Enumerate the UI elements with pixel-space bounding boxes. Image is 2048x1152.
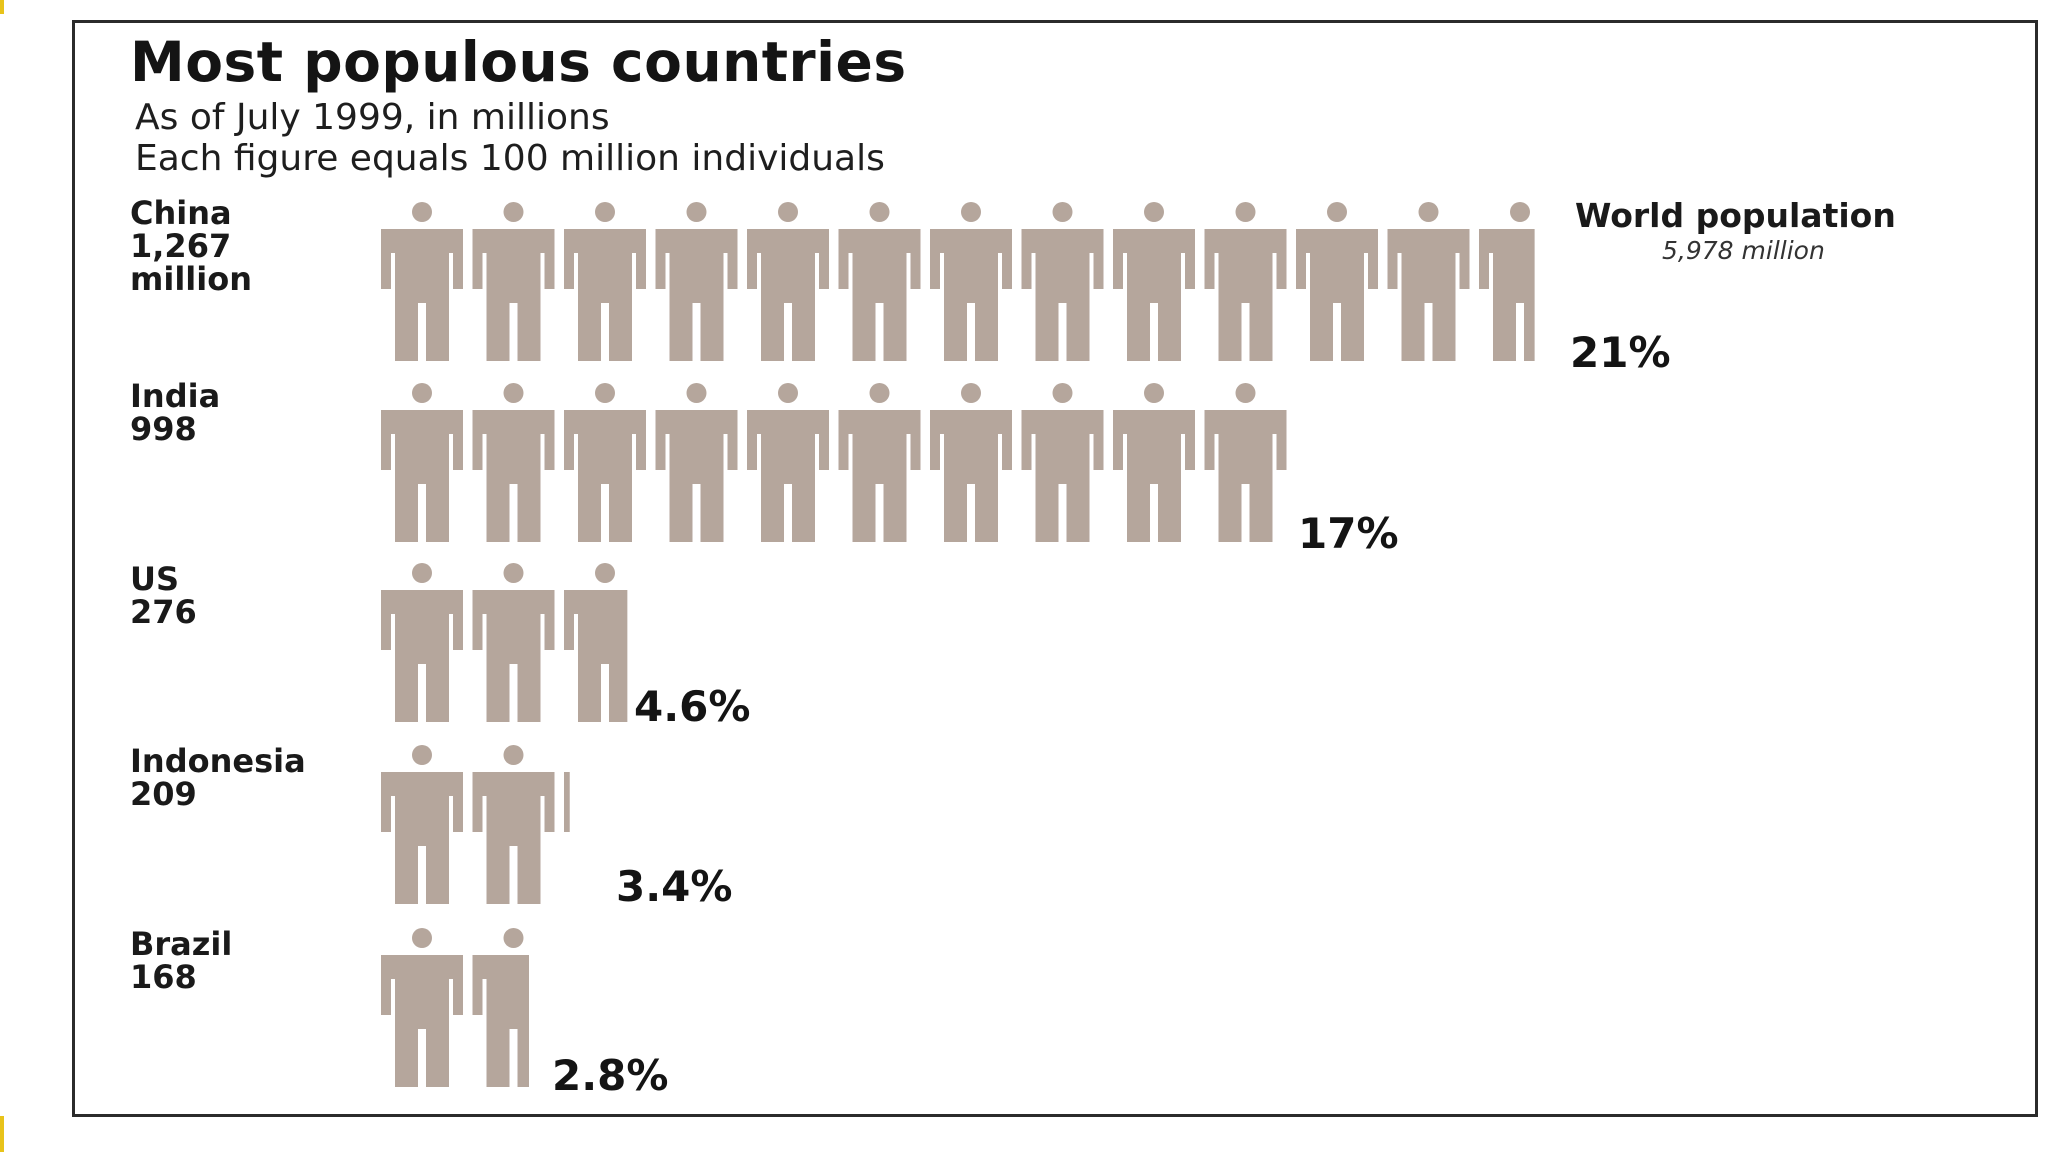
person-figure-india-5 [747, 383, 829, 542]
edge-mark-bottom [0, 1116, 4, 1152]
person-figure-us-2 [472, 563, 555, 722]
country-name: China [130, 194, 232, 232]
country-value: 998 [130, 410, 197, 448]
person-figure-china-4 [655, 202, 738, 361]
person-figure-china-3 [564, 202, 646, 361]
person-figure-china-7 [930, 202, 1012, 361]
person-figure-india-7 [930, 383, 1012, 542]
percent-label-china: 21% [1570, 328, 1671, 377]
person-figure-china-10 [1204, 202, 1287, 361]
person-figure-india-1 [381, 383, 463, 542]
person-figure-indonesia-1 [381, 745, 463, 904]
country-name: India [130, 377, 221, 415]
percent-label-indonesia: 3.4% [616, 862, 733, 911]
world-population-label: World population [1575, 196, 1896, 235]
percent-label-brazil: 2.8% [552, 1051, 669, 1100]
person-figure-china-6 [838, 202, 921, 361]
country-unit: million [130, 260, 252, 298]
person-figure-india-8 [1021, 383, 1104, 542]
row-label-indonesia: Indonesia 209 [130, 745, 306, 811]
person-figure-china-5 [747, 202, 829, 361]
person-figure-china-8 [1021, 202, 1104, 361]
country-value: 1,267 [130, 227, 232, 265]
person-figure-us-1 [381, 563, 463, 722]
country-value: 209 [130, 775, 197, 813]
person-figure-india-9 [1113, 383, 1195, 542]
person-figure-india-2 [472, 383, 555, 542]
person-figure-china-11 [1296, 202, 1378, 361]
row-label-brazil: Brazil 168 [130, 928, 232, 994]
person-figure-us-3 [564, 563, 628, 722]
percent-label-us: 4.6% [634, 682, 751, 731]
chart-note: Each figure equals 100 million individua… [135, 138, 885, 179]
person-figure-indonesia-3 [564, 772, 570, 832]
person-figure-india-3 [564, 383, 646, 542]
person-figure-china-1 [381, 202, 463, 361]
person-figure-brazil-1 [381, 928, 463, 1087]
country-name: US [130, 560, 180, 598]
world-population-value: 5,978 million [1662, 236, 1825, 265]
country-value: 168 [130, 958, 197, 996]
country-name: Indonesia [130, 742, 306, 780]
chart-frame [72, 20, 2038, 1117]
person-figure-china-12 [1387, 202, 1470, 361]
percent-label-india: 17% [1298, 509, 1399, 558]
person-figure-indonesia-2 [472, 745, 555, 904]
person-figure-india-4 [655, 383, 738, 542]
person-figure-china-2 [472, 202, 555, 361]
country-name: Brazil [130, 925, 233, 963]
person-figure-india-10 [1204, 383, 1287, 542]
chart-title: Most populous countries [130, 30, 907, 94]
row-label-india: India 998 [130, 380, 220, 446]
row-label-china: China 1,267 million [130, 197, 252, 296]
person-figure-brazil-2 [472, 928, 529, 1087]
row-label-us: US 276 [130, 563, 197, 629]
chart-subtitle: As of July 1999, in millions [135, 97, 610, 138]
edge-mark-top [0, 0, 4, 14]
person-figure-china-9 [1113, 202, 1195, 361]
person-figure-india-6 [838, 383, 921, 542]
country-value: 276 [130, 593, 197, 631]
person-figure-china-13 [1479, 202, 1535, 361]
